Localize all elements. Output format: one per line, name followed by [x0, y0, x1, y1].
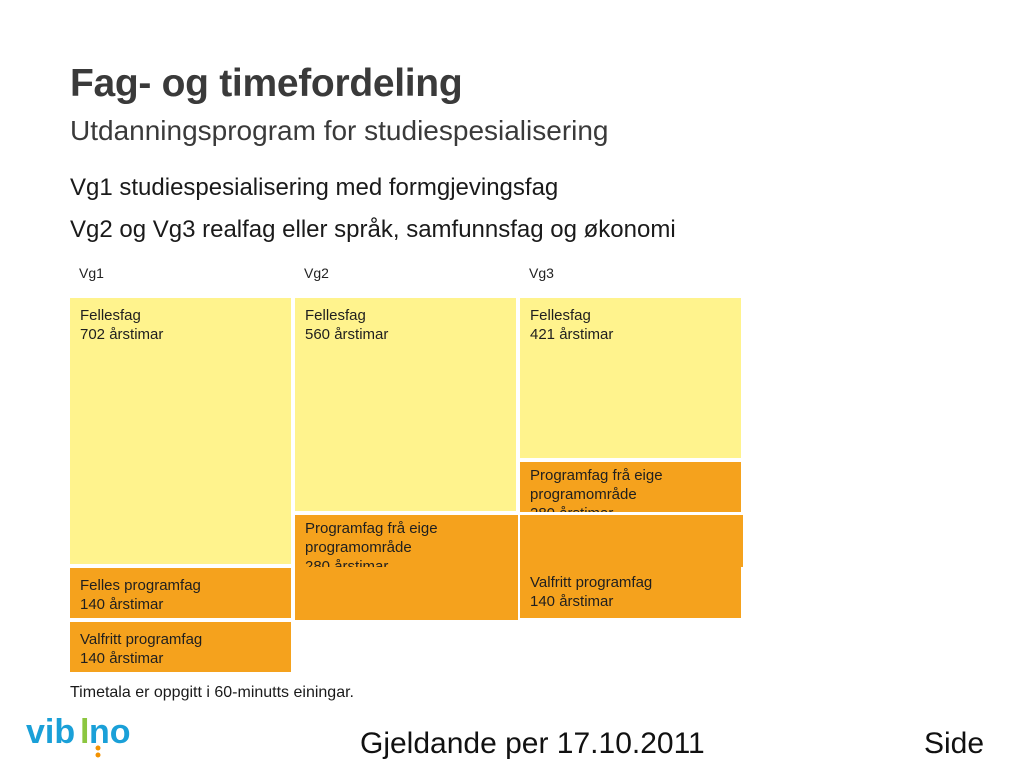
- footnote: Timetala er oppgitt i 60-minutts eininga…: [70, 684, 354, 701]
- program-line-vg1: Vg1 studiespesialisering med formgjeving…: [70, 174, 559, 201]
- block-hours: 702 årstimar: [80, 326, 164, 343]
- block-hours: 280 årstimar: [530, 504, 731, 512]
- vg1-fellesfag-block: Fellesfag 702 årstimar: [70, 298, 291, 564]
- footer-date: Gjeldande per 17.10.2011: [360, 727, 705, 760]
- column-label-vg2: Vg2: [304, 265, 329, 281]
- block-title: Programfag frå eige programområde: [305, 520, 438, 556]
- svg-text:l: l: [80, 713, 89, 751]
- svg-text:vib: vib: [26, 713, 75, 751]
- block-title: Felles programfag: [80, 577, 201, 594]
- block-hours: 140 årstimar: [80, 596, 164, 613]
- column-label-vg1: Vg1: [79, 265, 104, 281]
- block-hours: 140 årstimar: [80, 650, 164, 667]
- vg3-programfag-block-lower: [520, 515, 743, 567]
- block-title: Fellesfag: [80, 307, 141, 324]
- block-hours: 560 årstimar: [305, 326, 389, 343]
- block-title: Fellesfag: [530, 307, 591, 324]
- vg3-fellesfag-block: Fellesfag 421 årstimar: [520, 298, 741, 458]
- vg1-valfritt-programfag-block: Valfritt programfag 140 årstimar: [70, 622, 291, 672]
- page-subtitle: Utdanningsprogram for studiespesialiseri…: [70, 115, 609, 146]
- column-label-vg3: Vg3: [529, 265, 554, 281]
- vg3-valfritt-programfag-block: Valfritt programfag 140 årstimar: [520, 567, 741, 618]
- program-line-vg2-vg3: Vg2 og Vg3 realfag eller språk, samfunns…: [70, 216, 676, 243]
- block-title: Valfritt programfag: [80, 631, 203, 648]
- vg2-fellesfag-block: Fellesfag 560 årstimar: [295, 298, 516, 511]
- block-hours: 421 årstimar: [530, 326, 614, 343]
- vg2-programfag-block-lower: [295, 567, 518, 620]
- vg1-felles-programfag-block: Felles programfag 140 årstimar: [70, 568, 291, 618]
- block-hours: 140 årstimar: [530, 593, 614, 610]
- block-hours: 280 årstimar: [305, 558, 389, 567]
- svg-text:no: no: [89, 713, 131, 751]
- block-title: Valfritt programfag: [530, 574, 653, 591]
- block-title: Programfag frå eige programområde: [530, 467, 663, 503]
- block-title: Fellesfag: [305, 307, 366, 324]
- footer-page-label: Side: [924, 727, 985, 760]
- vg3-programfag-block: Programfag frå eige programområde 280 år…: [520, 462, 741, 512]
- viblino-logo: vib l no: [26, 713, 131, 758]
- vg2-programfag-block: Programfag frå eige programområde 280 år…: [295, 515, 518, 567]
- page-title: Fag- og timefordeling: [70, 62, 463, 105]
